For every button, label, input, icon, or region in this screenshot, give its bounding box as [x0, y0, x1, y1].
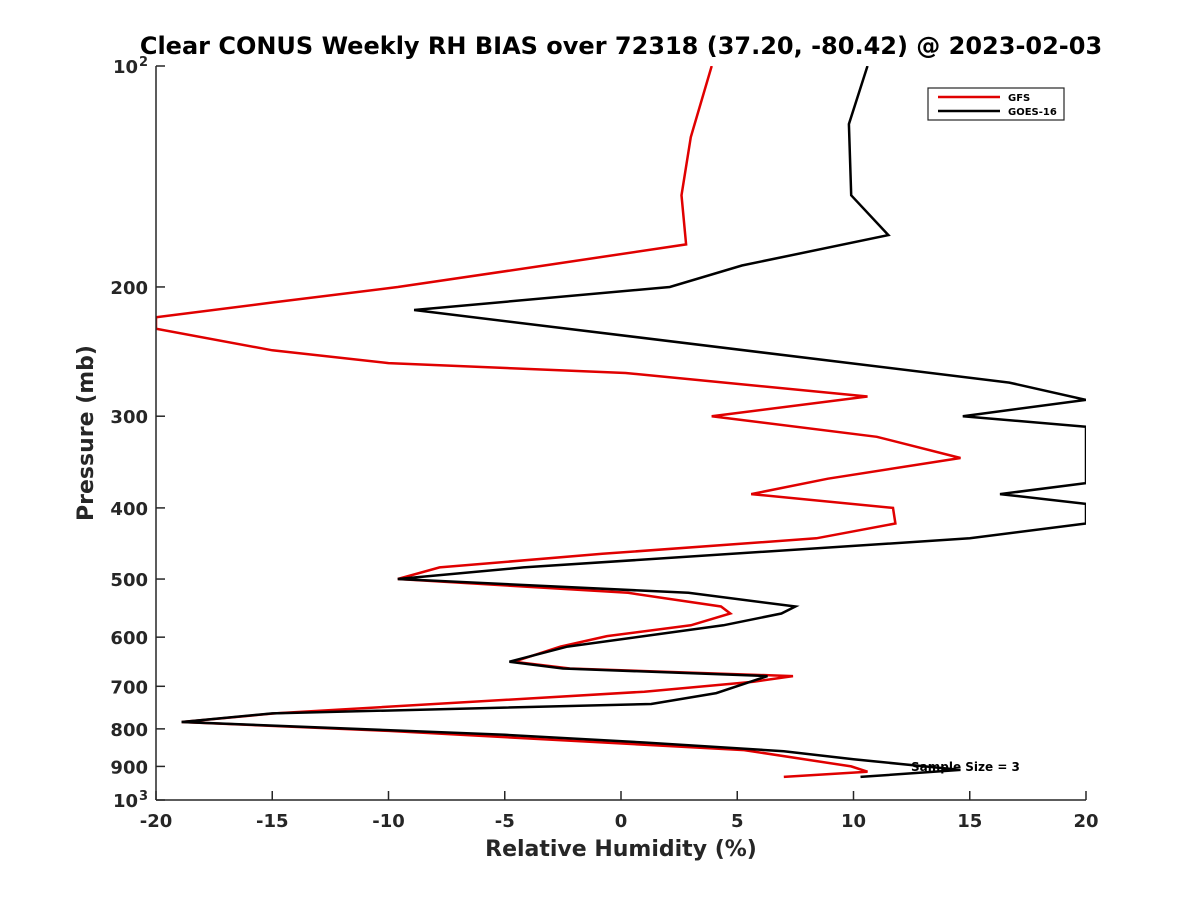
x-tick-label: -10 — [372, 811, 405, 832]
y-axis-label: Pressure (mb) — [74, 345, 99, 521]
x-tick-label: 15 — [957, 811, 982, 832]
x-tick-label: 20 — [1073, 811, 1098, 832]
legend-label: GFS — [1008, 93, 1030, 104]
series-layer — [156, 66, 1086, 779]
y-tick-label: 10 — [113, 57, 138, 78]
series-line-gfs — [156, 66, 961, 779]
legend: GFS GOES-16 — [927, 87, 1065, 121]
x-tick-label: -15 — [256, 811, 289, 832]
y-tick-label: 500 — [110, 570, 148, 591]
x-tick-label: 10 — [841, 811, 866, 832]
x-tick-label: 5 — [731, 811, 744, 832]
sample-size-annotation: Sample Size = 3 — [911, 760, 1020, 774]
y-tick-label: 10 — [113, 791, 138, 812]
y-tick-label: 700 — [110, 677, 148, 698]
chart-title: Clear CONUS Weekly RH BIAS over 72318 (3… — [140, 32, 1102, 60]
x-tick-label: -20 — [140, 811, 173, 832]
legend-label: GOES-16 — [1008, 107, 1057, 118]
y-tick-label: 800 — [110, 720, 148, 741]
x-tick-label: -5 — [495, 811, 515, 832]
y-tick-label: 900 — [110, 757, 148, 778]
x-tick-label: 0 — [615, 811, 628, 832]
y-tick-label: 200 — [110, 278, 148, 299]
series-line-goes-16 — [181, 66, 1086, 779]
y-tick-label: 300 — [110, 407, 148, 428]
y-tick-label: 600 — [110, 628, 148, 649]
y-tick-exponent: 3 — [139, 789, 148, 804]
y-tick-exponent: 2 — [139, 55, 148, 70]
x-axis-label: Relative Humidity (%) — [485, 837, 757, 862]
legend-box — [927, 87, 1065, 121]
y-tick-label: 400 — [110, 499, 148, 520]
